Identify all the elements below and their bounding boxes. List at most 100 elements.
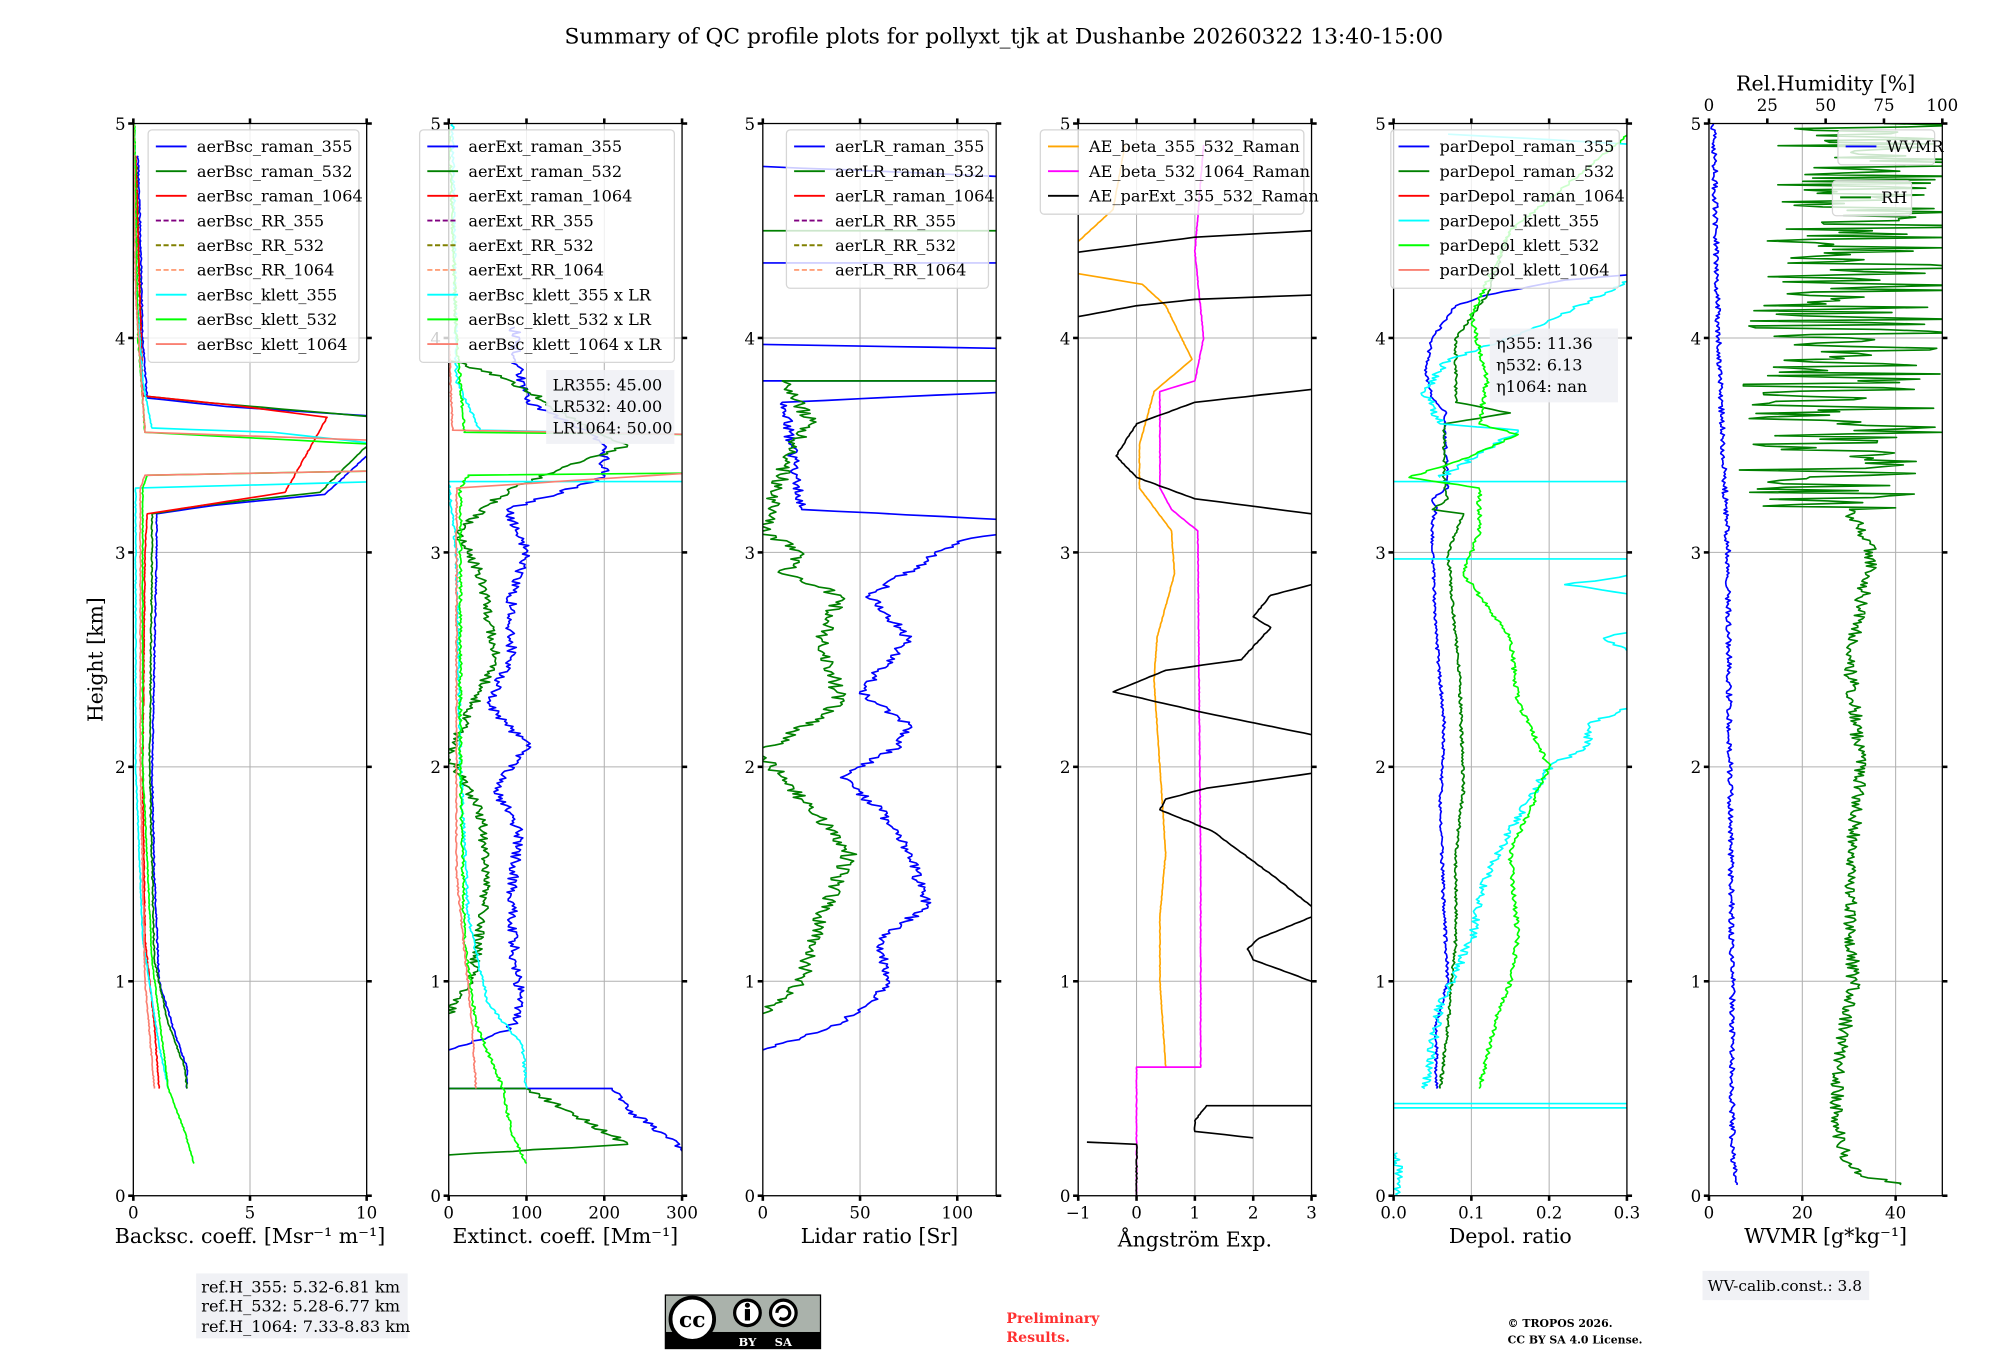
series-line-aerbsc-klett-1064 — [133, 123, 367, 441]
y-tick-label: 2 — [745, 758, 756, 777]
legend-label: aerLR_raman_1064 — [835, 187, 995, 206]
legend-label: parDepol_raman_532 — [1440, 162, 1615, 181]
annotation-text: LR355: 45.00 — [553, 375, 663, 394]
ref-height-532: ref.H_532: 5.28-6.77 km — [201, 1297, 400, 1316]
legend-label: aerLR_raman_532 — [835, 162, 984, 181]
legend-label: parDepol_klett_355 — [1440, 211, 1600, 230]
legend-label: aerExt_RR_1064 — [468, 261, 604, 280]
top-x-tick-label: 100 — [1926, 96, 1958, 115]
legend-item-aerlr-rr-355: aerLR_RR_355 — [794, 211, 956, 230]
legend-item-ae-beta-532-1064-raman: AE_beta_532_1064_Raman — [1048, 162, 1310, 181]
y-tick-label: 3 — [115, 544, 126, 563]
legend-label: WVMR — [1887, 137, 1945, 156]
legend-label: parDepol_klett_1064 — [1440, 261, 1610, 280]
legend-label: aerExt_raman_1064 — [468, 187, 632, 206]
series-line-pardepol-klett-355 — [1420, 280, 1627, 478]
legend-item-aerlr-rr-532: aerLR_RR_532 — [794, 236, 956, 255]
sa-text: SA — [775, 1335, 793, 1349]
x-tick-label: 0 — [443, 1204, 454, 1223]
legend-item-wvmr: WVMR — [1845, 137, 1945, 156]
y-tick-label: 4 — [115, 329, 126, 348]
legend-label: aerBsc_raman_1064 — [197, 187, 363, 206]
cc-by-sa-logo: cc BY SA — [664, 1294, 822, 1350]
series-line-ae-parext-355-532-raman — [1078, 294, 1312, 318]
legend-item-aerlr-raman-1064: aerLR_raman_1064 — [794, 187, 995, 206]
legend-label: aerExt_raman_532 — [468, 162, 622, 181]
series-line-wvmr — [1710, 123, 1739, 1186]
legend-item-aerlr-rr-1064: aerLR_RR_1064 — [794, 261, 966, 280]
copyright-line2: CC BY SA 4.0 License. — [1508, 1333, 1643, 1346]
top-x-tick-label: 50 — [1815, 96, 1836, 115]
y-tick-label: 0 — [745, 1187, 756, 1206]
ref-box-background — [196, 1273, 408, 1339]
legend-item-ae-beta-355-532-raman: AE_beta_355_532_Raman — [1048, 137, 1300, 156]
y-tick-label: 0 — [115, 1187, 126, 1206]
legend-box — [1831, 180, 1913, 217]
y-tick-label: 5 — [1060, 115, 1071, 134]
annotation-box: η355: 11.36 η532: 6.13 η1064: nan — [1489, 328, 1618, 403]
figure-title: Summary of QC profile plots for pollyxt_… — [564, 24, 1443, 49]
top-x-tick-label: 25 — [1757, 96, 1778, 115]
x-axis-label: Backsc. coeff. [Msr⁻¹ m⁻¹] — [115, 1224, 385, 1248]
x-axis-label: Lidar ratio [Sr] — [801, 1224, 958, 1248]
y-tick-label: 1 — [1691, 973, 1702, 992]
series-line-aerlr-raman-355 — [762, 533, 997, 1051]
top-x-tick-label: 0 — [1704, 96, 1715, 115]
annotation-background — [1489, 328, 1618, 403]
legend: AE_beta_355_532_Raman AE_beta_532_1064_Ra… — [1039, 129, 1319, 215]
legend-label: AE_beta_532_1064_Raman — [1088, 162, 1310, 181]
legend-item-aerbsc-klett-532: aerBsc_klett_532 — [155, 310, 337, 329]
y-tick-label: 2 — [1060, 758, 1071, 777]
y-tick-label: 1 — [430, 973, 441, 992]
legend-label: aerBsc_RR_355 — [197, 211, 324, 230]
series-line-ae-parext-355-532-raman — [1159, 772, 1312, 907]
y-tick-label: 0 — [1375, 1187, 1386, 1206]
y-tick-label: 4 — [1060, 329, 1071, 348]
series-line-aerlr-raman-532 — [762, 755, 858, 1015]
legend-box — [1039, 129, 1305, 215]
x-tick-label: 0.3 — [1614, 1204, 1641, 1223]
series-line-ae-parext-355-532-raman — [1078, 229, 1312, 253]
ref-height-355: ref.H_355: 5.32-6.81 km — [201, 1278, 400, 1297]
axes-frame — [448, 122, 683, 1197]
series-line-aerext-raman-355 — [448, 326, 610, 1051]
wv-calib-background — [1702, 1270, 1870, 1301]
series-line-aerlr-raman-532 — [762, 380, 997, 752]
series-line-rh — [1829, 508, 1902, 1186]
legend-item-pardepol-raman-532: parDepol_raman_532 — [1398, 162, 1615, 181]
legend-item-aerbsc-raman-355: aerBsc_raman_355 — [155, 137, 352, 156]
legend-label: aerExt_raman_355 — [468, 137, 622, 156]
reference-height-box: ref.H_355: 5.32-6.81 km ref.H_532: 5.28-… — [196, 1273, 410, 1339]
series-line-aerbsc-klett-355 — [134, 481, 367, 1089]
by-text: BY — [739, 1335, 758, 1349]
x-tick-label: 0 — [1131, 1204, 1142, 1223]
legend-label: aerBsc_RR_532 — [197, 236, 324, 255]
legend-item-aerbsc-klett-532-x-lr: aerBsc_klett_532 x LR — [427, 310, 652, 329]
legend-item-aerext-rr-1064: aerExt_RR_1064 — [427, 261, 604, 280]
x-tick-label: 0.1 — [1458, 1204, 1485, 1223]
axes-frame — [1392, 122, 1628, 1197]
annotation-text: η1064: nan — [1496, 377, 1587, 396]
legend-label: parDepol_klett_532 — [1440, 236, 1600, 255]
x-tick-label: 0.2 — [1536, 1204, 1563, 1223]
y-tick-label: 3 — [1060, 544, 1071, 563]
y-tick-label: 1 — [1060, 973, 1071, 992]
annotation-background — [546, 370, 675, 444]
series-group — [133, 123, 367, 1164]
series-line-aerext-raman-532 — [448, 1087, 629, 1156]
legend-label: aerBsc_klett_1064 x LR — [468, 335, 662, 354]
x-tick-label: 100 — [511, 1204, 543, 1223]
x-tick-label: 20 — [1792, 1204, 1813, 1223]
x-tick-label: 40 — [1885, 1204, 1906, 1223]
legend-item-aerlr-raman-355: aerLR_raman_355 — [794, 137, 984, 156]
legend-item-aerext-rr-532: aerExt_RR_532 — [427, 236, 594, 255]
legend-box — [1390, 129, 1620, 289]
legend-label: aerBsc_klett_355 x LR — [468, 285, 652, 304]
x-axis-label: Ångström Exp. — [1117, 1227, 1272, 1252]
legend-item-pardepol-raman-355: parDepol_raman_355 — [1398, 137, 1614, 156]
x-tick-label: 0 — [128, 1204, 139, 1223]
